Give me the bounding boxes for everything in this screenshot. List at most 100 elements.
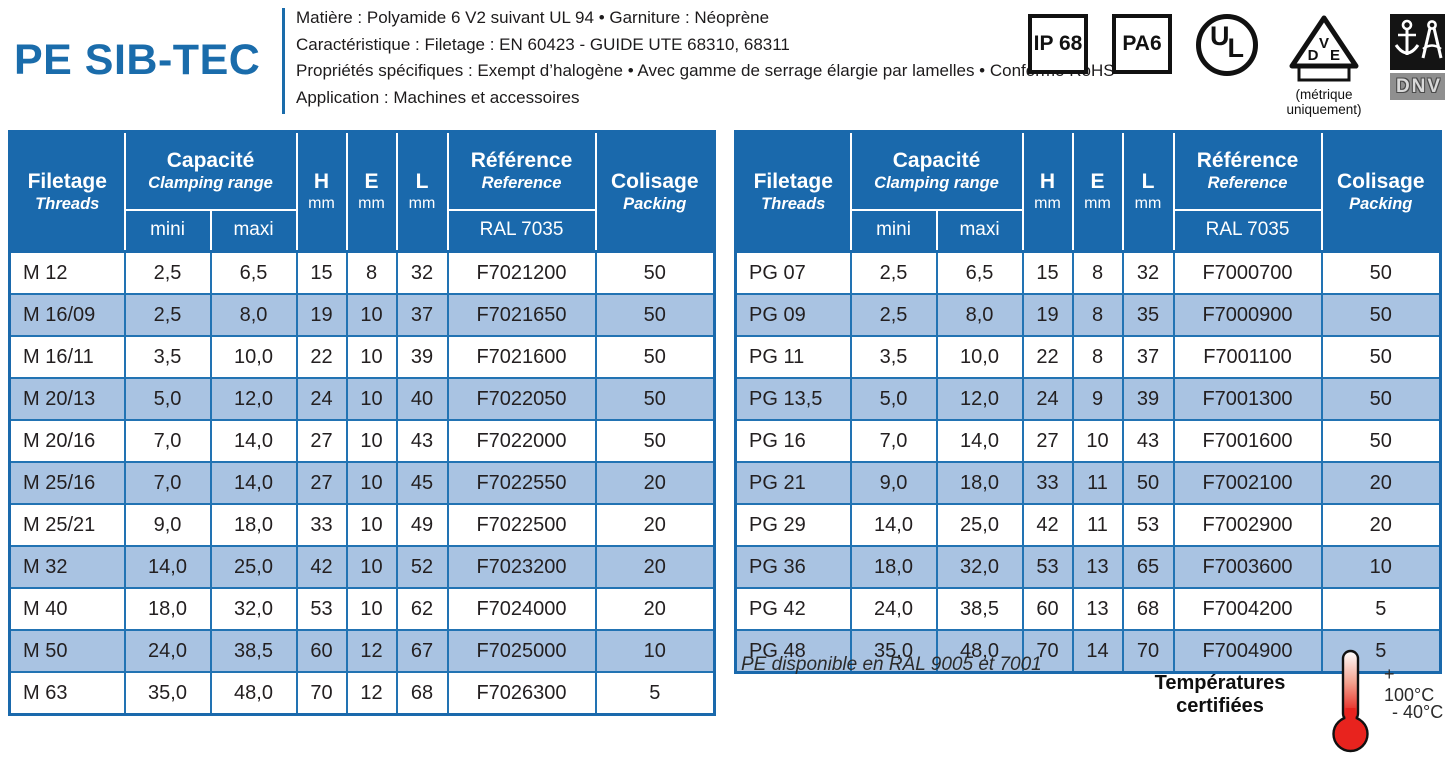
dim-e: 8 <box>1071 335 1124 379</box>
packing-qty: 50 <box>594 250 716 295</box>
dim-e: 11 <box>1071 503 1124 547</box>
table-row: PG 13,5 5,0 12,0 24 9 39 F7001300 50 <box>734 377 1442 421</box>
clamp-maxi: 48,0 <box>935 629 1024 674</box>
clamp-mini: 9,0 <box>123 503 212 547</box>
col-header-h: H mm <box>295 130 348 253</box>
metric-table-body: M 12 2,5 6,5 15 8 32 F7021200 50 M 16/09 2,5 8,0 19… <box>8 250 716 716</box>
thread-size: M 16/09 <box>8 293 126 337</box>
table-row: M 20/16 7,0 14,0 27 10 43 F7022000 50 <box>8 419 716 463</box>
clamp-maxi: 8,0 <box>209 293 298 337</box>
info-line-matiere: Matière : Polyamide 6 V2 suivant UL 94 •… <box>296 8 770 27</box>
col-header-e: E mm <box>1071 130 1124 253</box>
dim-h: 53 <box>1021 545 1074 589</box>
thread-size: M 63 <box>8 671 126 716</box>
clamp-mini: 2,5 <box>849 293 938 337</box>
reference: F7021200 <box>446 250 597 295</box>
reference: F7000900 <box>1172 293 1323 337</box>
col-header-mini: mini <box>123 208 212 253</box>
dim-h: 60 <box>1021 587 1074 631</box>
dim-l: 40 <box>395 377 449 421</box>
temp-max-label: + 100°C <box>1384 664 1435 705</box>
reference: F7022050 <box>446 377 597 421</box>
ip68-badge: IP 68 <box>1028 14 1088 74</box>
packing-qty: 50 <box>1320 419 1442 463</box>
temp-min-label: - 40°C <box>1392 702 1444 722</box>
dim-l: 49 <box>395 503 449 547</box>
dim-l: 53 <box>1121 503 1175 547</box>
dim-h: 22 <box>1021 335 1074 379</box>
dim-e: 10 <box>345 377 398 421</box>
col-header-capacite: Capacité Clamping range <box>849 130 1024 211</box>
reference: F7021650 <box>446 293 597 337</box>
dim-l: 45 <box>395 461 449 505</box>
table-row: PG 09 2,5 8,0 19 8 35 F7000900 50 <box>734 293 1442 337</box>
reference: F7002100 <box>1172 461 1323 505</box>
thread-size: PG 48 <box>734 629 852 674</box>
col-header-reference: Référence Reference <box>1172 130 1323 211</box>
dim-h: 70 <box>295 671 348 716</box>
table-row: PG 42 24,0 38,5 60 13 68 F7004200 5 <box>734 587 1442 631</box>
col-header-reference: Référence Reference <box>446 130 597 211</box>
table-row: M 25/16 7,0 14,0 27 10 45 F7022550 20 <box>8 461 716 505</box>
dim-e: 8 <box>1071 250 1124 295</box>
col-header-l: L mm <box>1121 130 1175 253</box>
clamp-maxi: 6,5 <box>209 250 298 295</box>
clamp-maxi: 12,0 <box>935 377 1024 421</box>
dim-e: 13 <box>1071 545 1124 589</box>
vde-triangle-icon: V D E <box>1289 15 1359 82</box>
col-header-filetage: Filetage Threads <box>8 130 126 253</box>
thread-size: M 32 <box>8 545 126 589</box>
clamp-maxi: 18,0 <box>209 503 298 547</box>
reference: F7002900 <box>1172 503 1323 547</box>
clamp-maxi: 32,0 <box>935 545 1024 589</box>
thread-size: M 25/16 <box>8 461 126 505</box>
dim-l: 65 <box>1121 545 1175 589</box>
clamp-mini: 2,5 <box>123 293 212 337</box>
clamp-mini: 18,0 <box>123 587 212 631</box>
col-header-maxi: maxi <box>209 208 298 253</box>
dim-l: 32 <box>395 250 449 295</box>
clamp-mini: 7,0 <box>123 419 212 463</box>
clamp-mini: 24,0 <box>123 629 212 673</box>
table-row: PG 21 9,0 18,0 33 11 50 F7002100 20 <box>734 461 1442 505</box>
col-header-h: H mm <box>1021 130 1074 253</box>
col-header-ral: RAL 7035 <box>446 208 597 253</box>
info-line-caracteristique: Caractéristique : Filetage : EN 60423 - … <box>296 34 790 54</box>
dim-l: 37 <box>1121 335 1175 379</box>
clamp-mini: 2,5 <box>123 250 212 295</box>
dim-l: 50 <box>1121 461 1175 505</box>
dim-h: 60 <box>295 629 348 673</box>
thread-size: M 12 <box>8 250 126 295</box>
packing-qty: 20 <box>594 545 716 589</box>
reference: F7004200 <box>1172 587 1323 631</box>
table-row: PG 16 7,0 14,0 27 10 43 F7001600 50 <box>734 419 1442 463</box>
dim-h: 33 <box>1021 461 1074 505</box>
reference: F7001100 <box>1172 335 1323 379</box>
title-divider <box>282 8 285 114</box>
packing-qty: 10 <box>594 629 716 673</box>
clamp-mini: 3,5 <box>123 335 212 379</box>
table-header: Filetage Threads Capacité Clamping range… <box>8 130 716 253</box>
clamp-maxi: 14,0 <box>935 419 1024 463</box>
table-row: PG 07 2,5 6,5 15 8 32 F7000700 50 <box>734 250 1442 295</box>
dim-e: 10 <box>345 587 398 631</box>
clamp-maxi: 10,0 <box>935 335 1024 379</box>
dnv-badge: DNV <box>1390 14 1445 100</box>
dim-e: 10 <box>345 503 398 547</box>
reference: F7023200 <box>446 545 597 589</box>
packing-qty: 20 <box>1320 503 1442 547</box>
thread-size: PG 16 <box>734 419 852 463</box>
packing-qty: 5 <box>1320 629 1442 674</box>
clamp-maxi: 25,0 <box>209 545 298 589</box>
packing-qty: 50 <box>594 335 716 379</box>
reference: F7024000 <box>446 587 597 631</box>
certification-badges: IP 68 PA6 U L V D E (métrique uniquement… <box>1028 14 1445 117</box>
clamp-mini: 35,0 <box>849 629 938 674</box>
clamp-mini: 7,0 <box>123 461 212 505</box>
dim-l: 37 <box>395 293 449 337</box>
table-row: M 20/13 5,0 12,0 24 10 40 F7022050 50 <box>8 377 716 421</box>
dim-h: 24 <box>295 377 348 421</box>
packing-qty: 50 <box>594 293 716 337</box>
table-row: M 12 2,5 6,5 15 8 32 F7021200 50 <box>8 250 716 295</box>
thread-size: PG 13,5 <box>734 377 852 421</box>
